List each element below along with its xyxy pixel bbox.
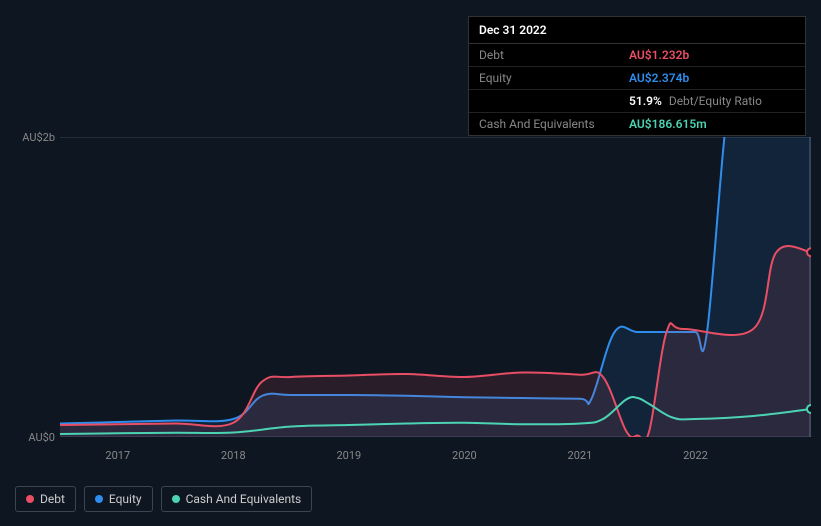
legend-dot-icon — [95, 495, 103, 503]
hover-tooltip: Dec 31 2022 DebtAU$1.232bEquityAU$2.374b… — [468, 16, 806, 136]
tooltip-date: Dec 31 2022 — [469, 17, 805, 44]
tooltip-row-label — [479, 94, 629, 108]
tooltip-row: 51.9% Debt/Equity Ratio — [469, 90, 805, 113]
legend-dot-icon — [26, 495, 34, 503]
x-axis-label: 2022 — [683, 449, 708, 462]
chart-area: AU$0 AU$2b 2017 2018 2019 2020 2021 2022 — [15, 125, 811, 470]
tooltip-row-value: 51.9% Debt/Equity Ratio — [629, 94, 795, 108]
legend-item[interactable]: Cash And Equivalents — [161, 486, 313, 512]
chart-svg[interactable] — [60, 137, 811, 437]
legend: Debt Equity Cash And Equivalents — [15, 486, 312, 512]
x-axis-label: 2017 — [105, 449, 130, 462]
tooltip-row-label: Equity — [479, 71, 629, 85]
legend-dot-icon — [172, 495, 180, 503]
x-axis-label: 2021 — [568, 449, 593, 462]
tooltip-row: DebtAU$1.232b — [469, 44, 805, 67]
x-axis-label: 2018 — [221, 449, 246, 462]
chart-container: Dec 31 2022 DebtAU$1.232bEquityAU$2.374b… — [0, 0, 821, 526]
y-axis-label: AU$0 — [15, 431, 55, 444]
x-axis-label: 2019 — [336, 449, 361, 462]
tooltip-row-value: AU$2.374b — [629, 71, 795, 85]
y-axis-label: AU$2b — [15, 131, 55, 144]
tooltip-row-value: AU$1.232b — [629, 48, 795, 62]
legend-label: Equity — [109, 492, 142, 506]
x-axis-label: 2020 — [452, 449, 477, 462]
legend-label: Cash And Equivalents — [186, 492, 302, 506]
legend-label: Debt — [40, 492, 65, 506]
legend-item[interactable]: Debt — [15, 486, 76, 512]
tooltip-row-label: Debt — [479, 48, 629, 62]
legend-item[interactable]: Equity — [84, 486, 153, 512]
tooltip-row: EquityAU$2.374b — [469, 67, 805, 90]
